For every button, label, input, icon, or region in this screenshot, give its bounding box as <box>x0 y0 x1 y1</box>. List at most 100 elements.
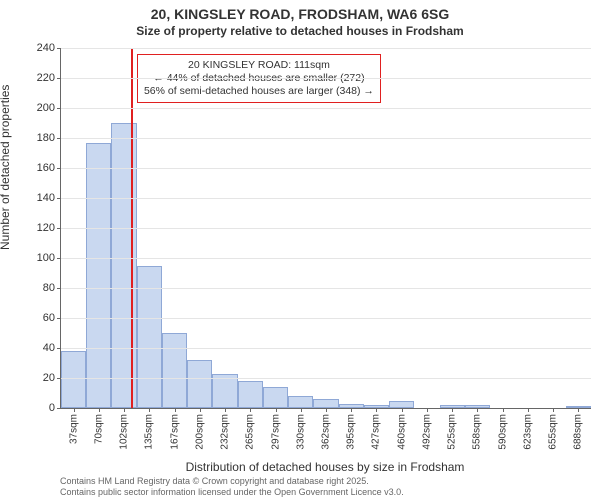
x-tick-mark <box>326 408 327 412</box>
x-tick-mark <box>250 408 251 412</box>
y-gridline <box>61 108 591 109</box>
y-tick-mark <box>57 288 61 289</box>
x-tick-label: 70sqm <box>93 414 104 444</box>
y-tick-label: 100 <box>37 252 55 264</box>
x-tick-mark <box>74 408 75 412</box>
x-tick-label: 362sqm <box>321 414 332 450</box>
histogram-bar <box>263 387 288 408</box>
y-gridline <box>61 48 591 49</box>
x-tick-label: 135sqm <box>144 414 155 450</box>
x-tick-label: 655sqm <box>548 414 559 450</box>
chart-container: 20, KINGSLEY ROAD, FRODSHAM, WA6 6SG Siz… <box>0 0 600 500</box>
x-tick-label: 200sqm <box>194 414 205 450</box>
x-tick-label: 167sqm <box>169 414 180 450</box>
y-tick-mark <box>57 228 61 229</box>
y-tick-label: 120 <box>37 222 55 234</box>
y-tick-mark <box>57 198 61 199</box>
histogram-bar <box>162 333 187 408</box>
y-gridline <box>61 168 591 169</box>
chart-title: 20, KINGSLEY ROAD, FRODSHAM, WA6 6SG <box>0 6 600 22</box>
x-tick-label: 232sqm <box>220 414 231 450</box>
x-tick-label: 492sqm <box>421 414 432 450</box>
y-tick-mark <box>57 348 61 349</box>
x-tick-label: 623sqm <box>522 414 533 450</box>
x-tick-label: 525sqm <box>447 414 458 450</box>
y-gridline <box>61 288 591 289</box>
y-tick-label: 40 <box>43 342 55 354</box>
y-gridline <box>61 228 591 229</box>
x-tick-label: 297sqm <box>270 414 281 450</box>
x-tick-label: 330sqm <box>295 414 306 450</box>
x-tick-label: 558sqm <box>472 414 483 450</box>
x-tick-mark <box>427 408 428 412</box>
y-tick-mark <box>57 108 61 109</box>
annotation-line1: 20 KINGSLEY ROAD: 111sqm <box>144 59 374 72</box>
y-tick-label: 160 <box>37 162 55 174</box>
y-tick-label: 220 <box>37 72 55 84</box>
x-tick-mark <box>301 408 302 412</box>
histogram-bar <box>288 396 313 408</box>
x-tick-label: 265sqm <box>245 414 256 450</box>
x-tick-mark <box>528 408 529 412</box>
x-tick-mark <box>124 408 125 412</box>
y-tick-label: 20 <box>43 372 55 384</box>
x-tick-mark <box>452 408 453 412</box>
x-tick-mark <box>149 408 150 412</box>
y-tick-mark <box>57 258 61 259</box>
y-tick-mark <box>57 318 61 319</box>
histogram-bar <box>187 360 212 408</box>
y-axis-label: Number of detached properties <box>0 85 12 250</box>
annotation-line3: 56% of semi-detached houses are larger (… <box>144 85 374 98</box>
x-tick-mark <box>225 408 226 412</box>
y-tick-mark <box>57 48 61 49</box>
y-tick-label: 240 <box>37 42 55 54</box>
histogram-bar <box>86 143 111 409</box>
chart-subtitle: Size of property relative to detached ho… <box>0 24 600 38</box>
y-tick-mark <box>57 168 61 169</box>
x-tick-mark <box>276 408 277 412</box>
y-tick-mark <box>57 378 61 379</box>
x-tick-mark <box>402 408 403 412</box>
x-tick-mark <box>503 408 504 412</box>
x-tick-label: 395sqm <box>346 414 357 450</box>
histogram-bar <box>61 351 86 408</box>
plot-area: 20 KINGSLEY ROAD: 111sqm ← 44% of detach… <box>60 48 591 409</box>
histogram-bar <box>313 399 338 408</box>
x-tick-mark <box>99 408 100 412</box>
x-tick-label: 102sqm <box>119 414 130 450</box>
x-tick-mark <box>351 408 352 412</box>
y-gridline <box>61 138 591 139</box>
x-tick-label: 37sqm <box>68 414 79 444</box>
y-tick-mark <box>57 408 61 409</box>
y-gridline <box>61 258 591 259</box>
x-tick-mark <box>175 408 176 412</box>
histogram-bar <box>238 381 263 408</box>
y-gridline <box>61 348 591 349</box>
y-tick-label: 0 <box>49 402 55 414</box>
x-tick-label: 460sqm <box>396 414 407 450</box>
y-tick-label: 60 <box>43 312 55 324</box>
title-block: 20, KINGSLEY ROAD, FRODSHAM, WA6 6SG Siz… <box>0 6 600 38</box>
x-axis-label: Distribution of detached houses by size … <box>60 460 590 474</box>
x-tick-mark <box>376 408 377 412</box>
x-tick-label: 688sqm <box>573 414 584 450</box>
x-tick-mark <box>578 408 579 412</box>
y-tick-label: 180 <box>37 132 55 144</box>
footer-line1: Contains HM Land Registry data © Crown c… <box>60 476 404 487</box>
footer-line2: Contains public sector information licen… <box>60 487 404 498</box>
y-gridline <box>61 318 591 319</box>
histogram-bar <box>389 401 414 409</box>
y-tick-mark <box>57 138 61 139</box>
y-tick-label: 200 <box>37 102 55 114</box>
y-gridline <box>61 78 591 79</box>
y-gridline <box>61 378 591 379</box>
x-tick-label: 590sqm <box>497 414 508 450</box>
y-tick-label: 80 <box>43 282 55 294</box>
y-tick-label: 140 <box>37 192 55 204</box>
y-gridline <box>61 198 591 199</box>
footer: Contains HM Land Registry data © Crown c… <box>60 476 404 498</box>
x-tick-mark <box>200 408 201 412</box>
y-tick-mark <box>57 78 61 79</box>
x-tick-mark <box>553 408 554 412</box>
x-tick-mark <box>477 408 478 412</box>
